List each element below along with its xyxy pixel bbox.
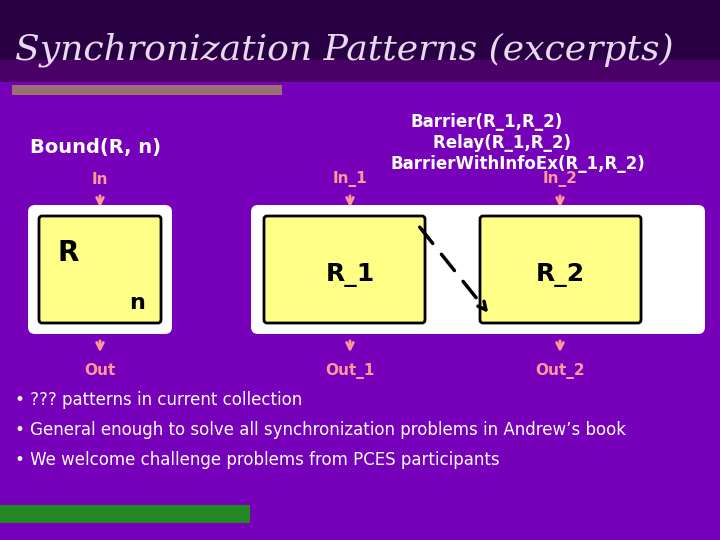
Text: R: R (58, 239, 79, 267)
Text: Out: Out (84, 363, 116, 378)
Text: • General enough to solve all synchronization problems in Andrew’s book: • General enough to solve all synchroniz… (15, 421, 626, 439)
Text: R_1: R_1 (325, 263, 374, 287)
Text: • ??? patterns in current collection: • ??? patterns in current collection (15, 391, 302, 409)
Text: In_2: In_2 (543, 171, 577, 187)
Text: Out_2: Out_2 (535, 363, 585, 379)
Text: Synchronization Patterns (excerpts): Synchronization Patterns (excerpts) (15, 33, 674, 68)
FancyBboxPatch shape (480, 216, 641, 323)
Bar (12, 85, 282, 95)
Bar (0, 0, 720, 82)
Text: • We welcome challenge problems from PCES participants: • We welcome challenge problems from PCE… (15, 451, 500, 469)
Text: Barrier(R_1,R_2): Barrier(R_1,R_2) (410, 113, 562, 131)
Text: In_1: In_1 (333, 171, 367, 187)
Text: In: In (91, 172, 108, 187)
FancyBboxPatch shape (39, 216, 161, 323)
Text: Bound(R, n): Bound(R, n) (30, 138, 161, 158)
FancyBboxPatch shape (251, 205, 705, 334)
Text: Relay(R_1,R_2): Relay(R_1,R_2) (410, 134, 571, 152)
Text: R_2: R_2 (536, 263, 585, 287)
Text: Out_1: Out_1 (325, 363, 374, 379)
Text: BarrierWithInfoEx(R_1,R_2): BarrierWithInfoEx(R_1,R_2) (390, 155, 644, 173)
Text: n: n (129, 293, 145, 313)
Bar (0, 505, 250, 523)
FancyBboxPatch shape (28, 205, 172, 334)
FancyBboxPatch shape (264, 216, 425, 323)
Bar (0, 60, 720, 82)
